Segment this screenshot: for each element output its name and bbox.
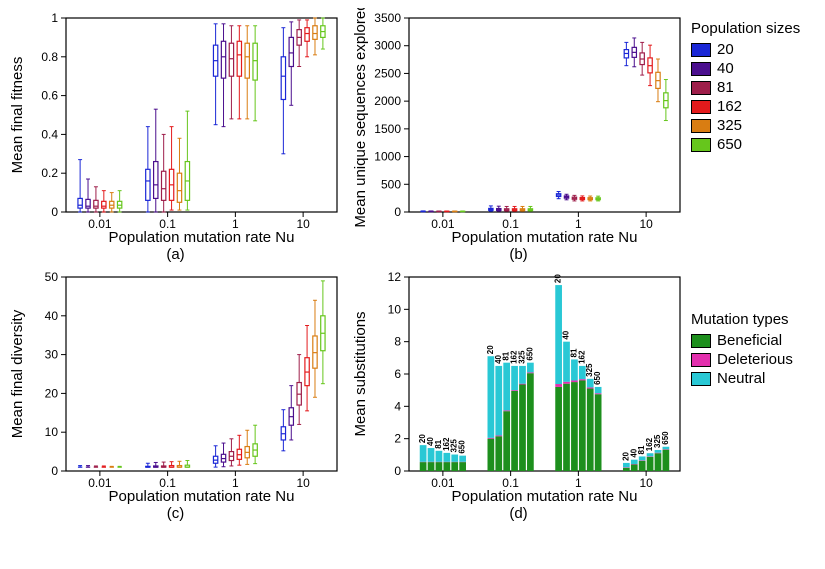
svg-text:10: 10 bbox=[388, 302, 402, 316]
legend-item: Beneficial bbox=[691, 332, 825, 349]
svg-text:650: 650 bbox=[593, 371, 602, 385]
svg-text:650: 650 bbox=[458, 440, 467, 454]
legend-swatch bbox=[691, 334, 711, 348]
legend-title: Mutation types bbox=[691, 311, 825, 328]
legend-label: 162 bbox=[717, 98, 742, 115]
svg-text:Population mutation rate Nu: Population mutation rate Nu bbox=[109, 488, 295, 505]
svg-text:1500: 1500 bbox=[374, 122, 401, 136]
legend-population: Population sizes 20 40 81 162 325 650 bbox=[687, 16, 825, 155]
legend-item: 20 bbox=[691, 41, 825, 58]
svg-text:6: 6 bbox=[394, 367, 401, 381]
legend-label: 325 bbox=[717, 117, 742, 134]
legend-swatch bbox=[691, 138, 711, 152]
svg-text:30: 30 bbox=[45, 348, 59, 362]
svg-text:20: 20 bbox=[554, 274, 563, 283]
svg-text:1: 1 bbox=[51, 11, 58, 25]
svg-text:40: 40 bbox=[562, 330, 571, 339]
legend-label: Beneficial bbox=[717, 332, 782, 349]
svg-text:Mean final fitness: Mean final fitness bbox=[9, 57, 26, 174]
svg-text:0: 0 bbox=[394, 205, 401, 219]
svg-text:Mean substitutions: Mean substitutions bbox=[352, 311, 369, 436]
svg-text:0.4: 0.4 bbox=[41, 127, 58, 141]
svg-text:50: 50 bbox=[45, 270, 59, 284]
svg-text:10: 10 bbox=[296, 476, 310, 490]
svg-text:10: 10 bbox=[639, 476, 653, 490]
legend-item: Neutral bbox=[691, 370, 825, 387]
panel-d: 0246810120.010.1110Population mutation r… bbox=[351, 267, 686, 522]
svg-text:Mean final diversity: Mean final diversity bbox=[9, 309, 26, 438]
svg-text:12: 12 bbox=[388, 270, 402, 284]
legend-swatch bbox=[691, 62, 711, 76]
svg-text:40: 40 bbox=[45, 309, 59, 323]
panel-a: 00.20.40.60.810.010.1110Population mutat… bbox=[8, 8, 343, 263]
legend-item: 81 bbox=[691, 79, 825, 96]
legend-item: 325 bbox=[691, 117, 825, 134]
svg-text:162: 162 bbox=[577, 350, 586, 364]
svg-text:0.2: 0.2 bbox=[41, 166, 58, 180]
sublabel-c: (c) bbox=[8, 505, 343, 522]
legend-swatch bbox=[691, 372, 711, 386]
legend-item: 40 bbox=[691, 60, 825, 77]
svg-text:650: 650 bbox=[525, 347, 534, 361]
svg-text:650: 650 bbox=[661, 431, 670, 445]
figure: 00.20.40.60.810.010.1110Population mutat… bbox=[8, 8, 825, 522]
svg-text:Population mutation rate Nu: Population mutation rate Nu bbox=[109, 229, 295, 246]
legend-mutation: Mutation types Beneficial Deleterious Neutr… bbox=[687, 307, 825, 389]
svg-text:2: 2 bbox=[394, 432, 401, 446]
svg-text:20: 20 bbox=[486, 345, 495, 354]
svg-text:20: 20 bbox=[45, 386, 59, 400]
svg-text:10: 10 bbox=[296, 217, 310, 231]
legend-item: 162 bbox=[691, 98, 825, 115]
legend-swatch bbox=[691, 353, 711, 367]
legend-label: 20 bbox=[717, 41, 734, 58]
legend-item: 650 bbox=[691, 136, 825, 153]
svg-text:Population mutation rate Nu: Population mutation rate Nu bbox=[452, 488, 638, 505]
panel-c: 010203040500.010.1110Population mutation… bbox=[8, 267, 343, 522]
svg-text:8: 8 bbox=[394, 335, 401, 349]
svg-text:0.6: 0.6 bbox=[41, 89, 58, 103]
svg-text:0: 0 bbox=[394, 464, 401, 478]
svg-text:10: 10 bbox=[639, 217, 653, 231]
svg-text:2500: 2500 bbox=[374, 66, 401, 80]
svg-text:3000: 3000 bbox=[374, 39, 401, 53]
legend-label: Neutral bbox=[717, 370, 765, 387]
svg-text:1000: 1000 bbox=[374, 150, 401, 164]
svg-text:4: 4 bbox=[394, 399, 401, 413]
svg-text:3500: 3500 bbox=[374, 11, 401, 25]
svg-text:2000: 2000 bbox=[374, 94, 401, 108]
legend-label: Deleterious bbox=[717, 351, 793, 368]
legend-swatch bbox=[691, 43, 711, 57]
legend-label: 40 bbox=[717, 60, 734, 77]
legend-label: 650 bbox=[717, 136, 742, 153]
legend-swatch bbox=[691, 100, 711, 114]
svg-text:500: 500 bbox=[381, 177, 401, 191]
svg-text:0: 0 bbox=[51, 464, 58, 478]
sublabel-b: (b) bbox=[351, 246, 686, 263]
legend-swatch bbox=[691, 119, 711, 133]
sublabel-a: (a) bbox=[8, 246, 343, 263]
panel-b: 05001000150020002500300035000.010.1110Po… bbox=[351, 8, 686, 263]
legend-title: Population sizes bbox=[691, 20, 825, 37]
sublabel-d: (d) bbox=[351, 505, 686, 522]
svg-text:0.8: 0.8 bbox=[41, 50, 58, 64]
svg-text:0: 0 bbox=[51, 205, 58, 219]
legend-swatch bbox=[691, 81, 711, 95]
svg-text:10: 10 bbox=[45, 425, 59, 439]
legend-label: 81 bbox=[717, 79, 734, 96]
legend-item: Deleterious bbox=[691, 351, 825, 368]
svg-text:Mean unique sequences explored: Mean unique sequences explored bbox=[352, 8, 369, 228]
svg-text:Population mutation rate Nu: Population mutation rate Nu bbox=[452, 229, 638, 246]
